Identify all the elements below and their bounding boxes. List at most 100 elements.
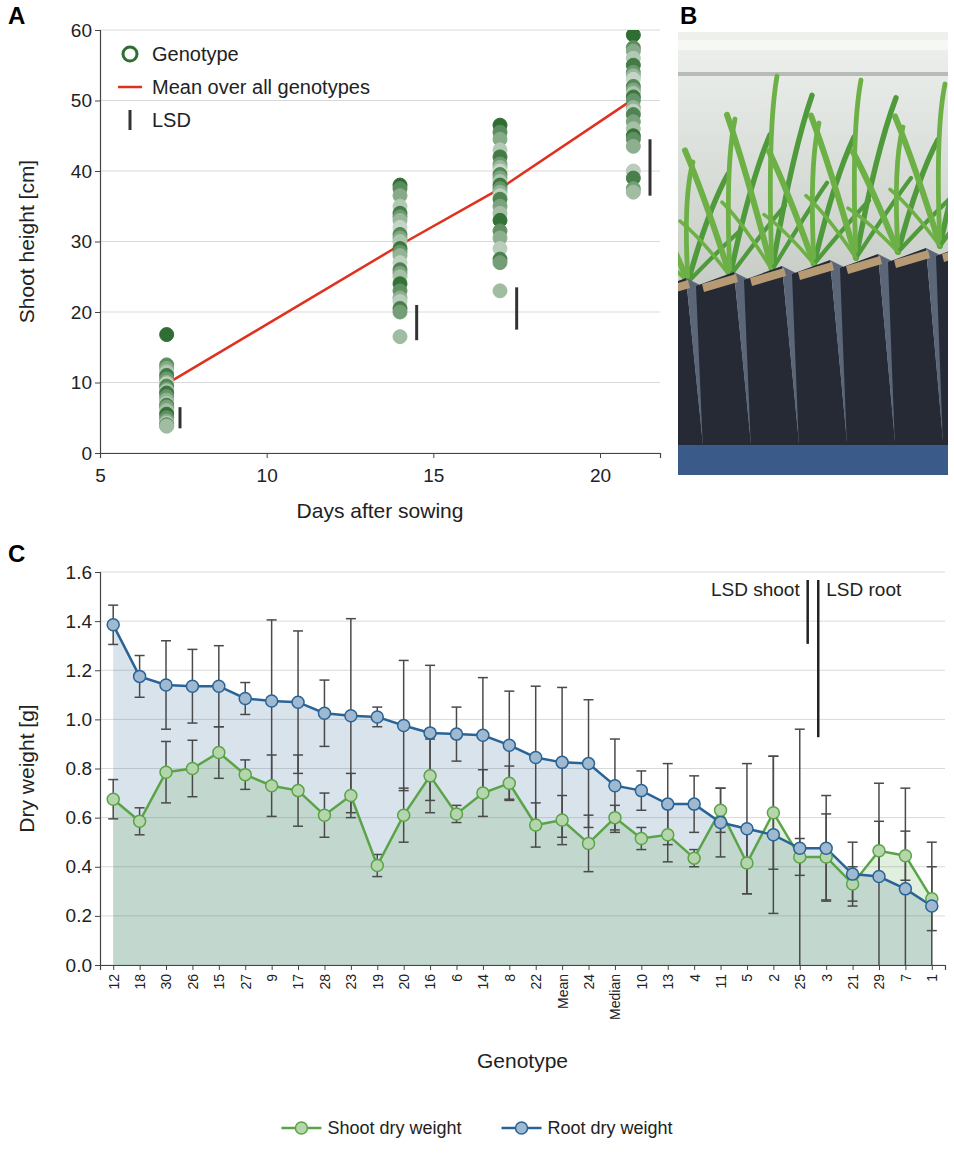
error-bar-cap — [135, 697, 145, 699]
error-bar-cap — [478, 816, 488, 818]
series-marker — [688, 852, 700, 864]
tick-mark — [192, 965, 193, 970]
series-marker — [107, 793, 119, 805]
tick: 23 — [343, 965, 359, 990]
error-bar-cap — [372, 876, 382, 878]
tick: 10 — [634, 965, 650, 990]
error-bar — [108, 605, 118, 644]
tick-label: Median — [607, 974, 623, 1020]
series-marker — [371, 860, 383, 872]
series-marker — [873, 871, 885, 883]
series-marker — [715, 817, 727, 829]
tick-mark — [351, 965, 352, 970]
tick: 8 — [502, 965, 518, 982]
photo-lamp — [678, 40, 948, 50]
error-bar-cap — [531, 846, 541, 848]
error-bar — [161, 741, 171, 802]
error-bar-cap — [372, 726, 382, 728]
series-marker — [794, 842, 806, 854]
error-bar — [768, 756, 778, 913]
tick-label: 60 — [71, 20, 92, 41]
tick-label: 1.2 — [66, 660, 92, 681]
tick-mark — [433, 453, 434, 458]
series-marker — [239, 769, 251, 781]
error-bar — [504, 691, 514, 799]
photo-leaf — [812, 123, 819, 264]
error-bar-cap — [451, 822, 461, 824]
tick: 1 — [924, 965, 940, 982]
panel-c: CLSD shootLSD root0.00.20.40.60.81.01.21… — [8, 540, 946, 1138]
tick-mark — [95, 621, 100, 622]
tick-mark — [879, 965, 880, 970]
series-marker — [450, 808, 462, 820]
tick-label: 26 — [185, 974, 201, 990]
series-marker — [556, 814, 568, 826]
error-bar-cap — [557, 837, 567, 839]
error-bar — [187, 649, 197, 723]
error-bar — [214, 646, 224, 727]
tick: 0.0 — [66, 955, 100, 976]
error-bar-cap — [399, 841, 409, 843]
photo-leaf — [764, 215, 814, 264]
photo-leaf — [722, 202, 772, 270]
photo-leaf — [678, 240, 688, 282]
error-bar — [795, 729, 805, 965]
series-marker — [450, 728, 462, 740]
grid — [100, 572, 945, 965]
figure: A01020304050605101520Days after sowingSh… — [0, 0, 954, 1162]
legend-label: Genotype — [152, 43, 239, 65]
genotype-point — [626, 185, 640, 199]
tick-label: 50 — [71, 90, 92, 111]
tick-label: 12 — [106, 974, 122, 990]
series-marker — [767, 829, 779, 841]
series-marker — [635, 785, 647, 797]
series-marker — [371, 711, 383, 723]
tick-label: 0 — [81, 443, 92, 464]
error-bar-cap — [742, 893, 752, 895]
photo-soil — [942, 244, 948, 262]
tick: Median — [607, 965, 623, 1020]
tick: 15 — [211, 965, 227, 990]
tick-mark — [600, 453, 601, 458]
axis-title: Genotype — [477, 1049, 568, 1072]
series-marker — [318, 707, 330, 719]
series-marker — [556, 756, 568, 768]
series-marker — [107, 619, 119, 631]
error-bar-cap — [504, 800, 514, 802]
tick-mark — [219, 965, 220, 970]
series-marker — [345, 710, 357, 722]
error-bar-cap — [848, 841, 858, 843]
series-marker — [318, 809, 330, 821]
error-bar-cap — [584, 827, 594, 829]
tick-mark — [377, 965, 378, 970]
error-bar — [716, 788, 726, 857]
tick-mark — [95, 719, 100, 720]
tick-label: 20 — [396, 974, 412, 990]
tick-label: 6 — [449, 974, 465, 982]
panel-letter: C — [8, 540, 25, 567]
tick-label: 15 — [423, 465, 444, 486]
legend-symbol — [118, 86, 142, 89]
error-bar-cap — [319, 837, 329, 839]
x-axis: 1218302615279172823192016614822Mean24Med… — [101, 965, 946, 1020]
tick-label: 0.6 — [66, 807, 92, 828]
tick-mark — [95, 818, 100, 819]
series-marker — [662, 829, 674, 841]
tick-mark — [100, 453, 101, 458]
series-marker — [635, 833, 647, 845]
tick: Mean — [555, 965, 571, 1009]
area — [113, 625, 932, 965]
error-bar-stem — [905, 788, 907, 965]
error-bar — [346, 619, 356, 813]
genotype-point — [393, 305, 407, 319]
error-bar-cap — [399, 660, 409, 662]
photo-soil — [846, 256, 882, 274]
error-bar-cap — [636, 770, 646, 772]
error-bar-cap — [108, 604, 118, 606]
series-marker — [688, 798, 700, 810]
photo-soil — [750, 268, 786, 286]
tick: 7 — [898, 965, 914, 982]
error-bar — [821, 796, 831, 902]
error-bar — [689, 776, 699, 832]
photo-leaf — [848, 208, 898, 252]
